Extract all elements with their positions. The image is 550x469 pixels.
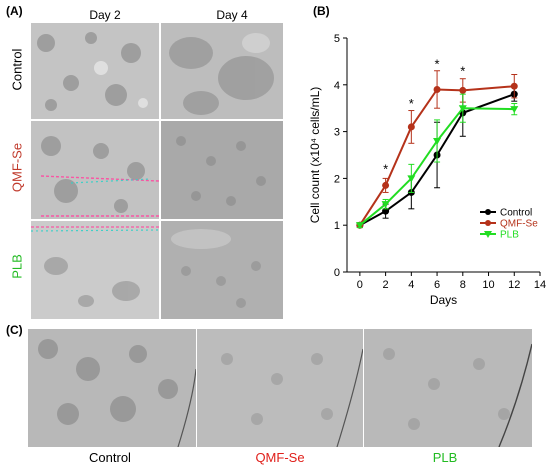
data-point [459, 86, 467, 94]
panel-c-label: (C) [6, 323, 23, 337]
data-point [382, 207, 390, 215]
caption-c-qmfse: QMF-Se [255, 450, 305, 465]
row-label-control: Control [9, 48, 25, 91]
significance-marker: * [435, 56, 440, 71]
x-tick-label: 8 [460, 279, 466, 291]
legend-marker [484, 231, 492, 238]
significance-marker: * [409, 96, 414, 111]
x-tick-label: 4 [408, 279, 414, 291]
data-point [382, 181, 390, 189]
data-point [433, 85, 441, 93]
x-tick-label: 10 [482, 279, 494, 291]
panel-b-label: (B) [313, 4, 330, 18]
column-heading-day4: Day 4 [216, 8, 248, 22]
row-label-plb: PLB [9, 254, 25, 279]
micrograph-plb-day2 [30, 220, 160, 320]
micrograph-c-control [27, 328, 197, 448]
data-point [407, 123, 415, 131]
y-tick-label: 5 [334, 33, 340, 45]
legend-label: Control [500, 208, 532, 219]
data-point [458, 105, 467, 113]
caption-c-control: Control [89, 450, 131, 465]
series-line [359, 107, 515, 226]
data-point [433, 137, 442, 145]
legend-label: PLB [500, 230, 519, 241]
micrograph-c-plb [363, 328, 533, 448]
micrograph-plb-day4 [160, 220, 284, 320]
x-tick-label: 12 [508, 279, 520, 291]
y-tick-label: 2 [334, 173, 340, 185]
y-tick-label: 0 [334, 267, 340, 279]
chart-series: * * * * [355, 56, 519, 230]
significance-marker: * [460, 63, 465, 78]
y-tick-label: 1 [334, 220, 340, 232]
column-heading-day2: Day 2 [89, 8, 121, 22]
x-tick-label: 2 [383, 279, 389, 291]
micrograph-qmfse-day2 [30, 120, 160, 220]
legend-marker [485, 220, 491, 226]
series-plb [355, 93, 519, 230]
y-axis-label: Cell count (x10⁴ cells/mL) [308, 87, 322, 224]
data-point [355, 222, 364, 230]
panel-a-label: (A) [6, 4, 23, 18]
data-point [510, 106, 519, 114]
legend-label: QMF-Se [500, 219, 538, 230]
series-line [359, 85, 515, 226]
y-tick-label: 4 [334, 80, 340, 92]
data-point [407, 175, 416, 183]
data-point [510, 82, 518, 90]
legend-marker [485, 209, 491, 215]
micrograph-control-day2 [30, 22, 160, 120]
data-point [381, 201, 390, 209]
micrograph-qmfse-day4 [160, 120, 284, 220]
row-label-qmfse: QMF-Se [9, 142, 25, 193]
x-tick-label: 14 [534, 279, 546, 291]
micrograph-c-qmfse [196, 328, 364, 448]
series-qmf-se [356, 70, 518, 229]
x-tick-label: 0 [357, 279, 363, 291]
series-line [359, 93, 515, 227]
x-axis-label: Days [430, 293, 457, 307]
x-tick-label: 6 [434, 279, 440, 291]
micrograph-control-day4 [160, 22, 284, 120]
y-tick-label: 3 [334, 127, 340, 139]
caption-c-plb: PLB [432, 450, 458, 465]
significance-marker: * [383, 162, 388, 177]
